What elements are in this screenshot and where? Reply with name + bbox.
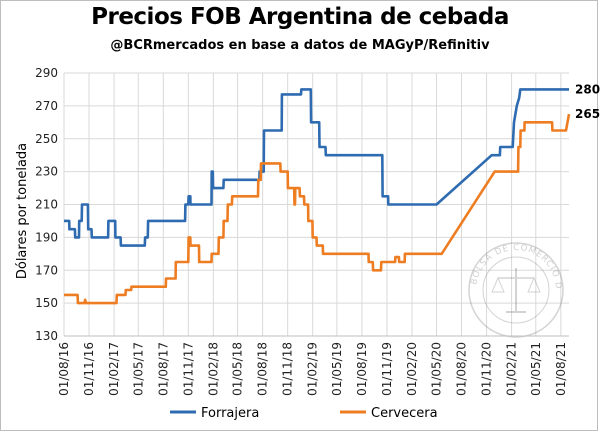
legend: Forrajera Cervecera	[170, 406, 438, 421]
y-tick-label: 230	[35, 165, 58, 179]
end-value-label-forrajera: 280	[575, 82, 600, 96]
y-tick-label: 130	[35, 329, 58, 343]
axes: 130 150 170 190 210 230 250 270 290 01/08/16 01/11…	[35, 66, 569, 396]
x-tick-label: 01/08/19	[355, 342, 369, 396]
x-tick-label: 01/02/20	[405, 342, 419, 396]
y-tick-label: 170	[35, 263, 58, 277]
y-tick-label: 150	[35, 296, 58, 310]
x-tick-label: 01/05/20	[429, 342, 443, 396]
x-tick-label: 01/02/21	[505, 342, 519, 396]
y-tick-label: 210	[35, 198, 58, 212]
x-tick-label: 01/05/18	[231, 342, 245, 396]
end-value-label-cervecera: 265	[575, 107, 600, 121]
x-tick-label: 01/08/20	[455, 342, 469, 396]
end-labels: 280 265	[575, 82, 600, 121]
legend-label-forrajera: Forrajera	[201, 406, 259, 421]
x-tick-label: 01/11/19	[380, 342, 394, 396]
x-tick-label: 01/08/16	[57, 342, 71, 396]
series-line-cervecera	[64, 113, 571, 305]
x-tick-label: 01/08/18	[256, 342, 270, 396]
x-tick-label: 01/11/18	[281, 342, 295, 396]
x-tick-label: 01/02/18	[206, 342, 220, 396]
y-axis-label: Dólares por tonelada	[15, 143, 30, 279]
chart-subtitle: @BCRmercados en base a datos de MAGyP/Re…	[110, 38, 490, 53]
x-tick-label: 01/11/16	[82, 342, 96, 396]
x-tick-label: 01/02/17	[107, 342, 121, 396]
y-tick-label: 290	[35, 66, 58, 80]
x-tick-label: 01/08/17	[156, 342, 170, 396]
series-line-forrajera	[64, 88, 569, 247]
chart-title: Precios FOB Argentina de cebada	[91, 4, 509, 30]
x-tick-label: 01/05/21	[529, 342, 543, 396]
x-tick-label: 01/08/21	[554, 342, 568, 396]
x-tick-label: 01/02/19	[306, 342, 320, 396]
x-tick-label: 01/05/17	[131, 342, 145, 396]
y-tick-label: 250	[35, 132, 58, 146]
y-tick-label: 190	[35, 230, 58, 244]
series-lines	[64, 88, 571, 305]
x-tick-label: 01/11/20	[480, 342, 494, 396]
legend-label-cervecera: Cervecera	[371, 406, 438, 421]
bolsa-de-comercio-seal: BOLSA DE COMERCIO DE ROSARIO	[468, 242, 564, 338]
x-tick-label: 01/11/17	[181, 342, 195, 396]
grid-lines	[63, 72, 569, 337]
x-tick-label: 01/05/19	[330, 342, 344, 396]
y-tick-label: 270	[35, 99, 58, 113]
